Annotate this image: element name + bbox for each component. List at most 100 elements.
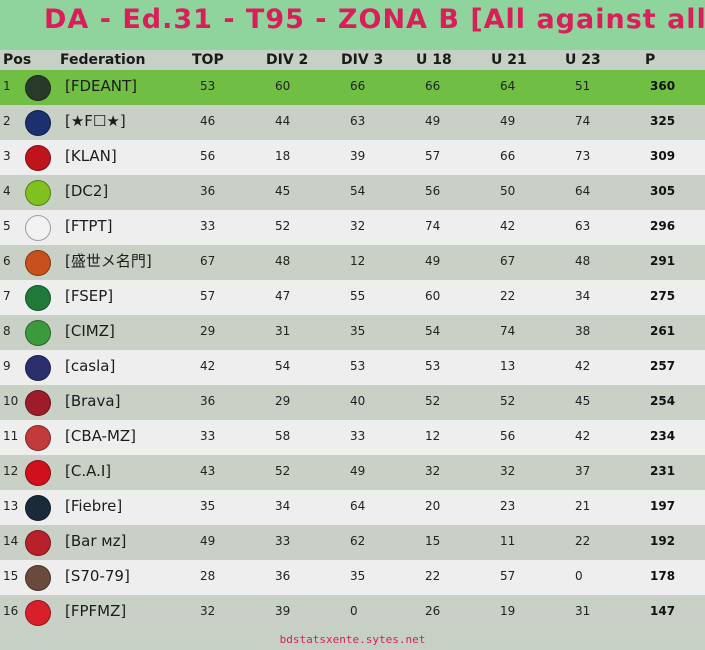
row-federation[interactable]: [DC2] [65,182,109,200]
row-div2: 47 [275,289,291,303]
table-row[interactable]: 12 [C.A.I] 43 52 49 32 32 37 231 [0,455,705,490]
table-row[interactable]: 16 [FPFMZ] 32 39 0 26 19 31 147 [0,595,705,630]
row-points: 254 [650,394,676,408]
row-federation[interactable]: [S70-79] [65,567,130,585]
row-div3: 39 [350,149,366,163]
row-div3: 0 [350,604,358,618]
row-div2: 36 [275,569,291,583]
row-u23: 45 [575,394,591,408]
row-u21: 22 [500,289,516,303]
federation-logo-icon [25,250,51,276]
row-federation[interactable]: [FTPT] [65,217,113,235]
row-div3: 35 [350,324,366,338]
table-row[interactable]: 10 [Brava] 36 29 40 52 52 45 254 [0,385,705,420]
row-federation[interactable]: [Brava] [65,392,121,410]
row-u21: 11 [500,534,516,548]
row-top: 33 [200,219,216,233]
row-u23: 63 [575,219,591,233]
table-row[interactable]: 11 [CBA-MZ] 33 58 33 12 56 42 234 [0,420,705,455]
row-u23: 38 [575,324,591,338]
federation-logo-icon [25,390,51,416]
federation-logo-icon [25,530,51,556]
table-row[interactable]: 5 [FTPT] 33 52 32 74 42 63 296 [0,210,705,245]
header-u21: U 21 [491,52,527,68]
row-federation[interactable]: [★Ϝ☐★] [65,112,126,130]
row-div2: 48 [275,254,291,268]
row-federation[interactable]: [FDEANT] [65,77,138,95]
row-federation[interactable]: [盛世メ名門] [65,252,152,270]
row-points: 309 [650,149,676,163]
row-federation[interactable]: [casla] [65,357,116,375]
row-u23: 42 [575,429,591,443]
row-u21: 66 [500,149,516,163]
title-bar: DA - Ed.31 - T95 - ZONA B [All against a… [0,0,705,50]
row-top: 42 [200,359,216,373]
row-u18: 12 [425,429,441,443]
row-points: 291 [650,254,676,268]
row-div2: 39 [275,604,291,618]
table-row[interactable]: 6 [盛世メ名門] 67 48 12 49 67 48 291 [0,245,705,280]
row-div3: 32 [350,219,366,233]
row-u18: 49 [425,254,441,268]
table-row[interactable]: 4 [DC2] 36 45 54 56 50 64 305 [0,175,705,210]
row-points: 325 [650,114,676,128]
row-federation[interactable]: [FPFMZ] [65,602,127,620]
row-federation[interactable]: [Fiebre] [65,497,123,515]
federation-logo-icon [25,565,51,591]
row-div2: 18 [275,149,291,163]
row-federation[interactable]: [C.A.I] [65,462,112,480]
federation-logo-icon [25,145,51,171]
table-row[interactable]: 13 [Fiebre] 35 34 64 20 23 21 197 [0,490,705,525]
row-federation[interactable]: [CBA-MZ] [65,427,137,445]
row-top: 49 [200,534,216,548]
table-row[interactable]: 14 [Bar ᴍᴢ] 49 33 62 15 11 22 192 [0,525,705,560]
federation-logo-icon [25,285,51,311]
row-pos: 16 [3,604,19,618]
row-pos: 13 [3,499,19,513]
row-u18: 54 [425,324,441,338]
row-u21: 19 [500,604,516,618]
table-row[interactable]: 3 [KLAN] 56 18 39 57 66 73 309 [0,140,705,175]
row-u23: 51 [575,79,591,93]
row-u21: 23 [500,499,516,513]
standings-table: 1 [FDEANT] 53 60 66 66 64 51 360 2 [★Ϝ☐★] 46 44 63 49 4… [0,70,705,630]
row-u21: 13 [500,359,516,373]
row-federation[interactable]: [CIMZ] [65,322,115,340]
row-div3: 40 [350,394,366,408]
row-points: 197 [650,499,676,513]
row-pos: 8 [3,324,11,338]
table-row[interactable]: 7 [FSEP] 57 47 55 60 22 34 275 [0,280,705,315]
row-div2: 44 [275,114,291,128]
row-div2: 45 [275,184,291,198]
row-federation[interactable]: [KLAN] [65,147,117,165]
table-header: Pos Federation TOP DIV 2 DIV 3 U 18 U 21… [0,50,705,70]
row-div2: 33 [275,534,291,548]
row-div2: 52 [275,219,291,233]
row-u18: 56 [425,184,441,198]
row-u23: 31 [575,604,591,618]
table-row[interactable]: 9 [casla] 42 54 53 53 13 42 257 [0,350,705,385]
table-row[interactable]: 8 [CIMZ] 29 31 35 54 74 38 261 [0,315,705,350]
row-u21: 32 [500,464,516,478]
row-u23: 73 [575,149,591,163]
federation-logo-icon [25,495,51,521]
table-row[interactable]: 15 [S70-79] 28 36 35 22 57 0 178 [0,560,705,595]
row-u21: 50 [500,184,516,198]
row-points: 231 [650,464,676,478]
row-u18: 74 [425,219,441,233]
row-pos: 7 [3,289,11,303]
row-federation[interactable]: [FSEP] [65,287,114,305]
row-pos: 11 [3,429,19,443]
header-u23: U 23 [565,52,601,68]
row-top: 36 [200,394,216,408]
row-u23: 74 [575,114,591,128]
table-row[interactable]: 1 [FDEANT] 53 60 66 66 64 51 360 [0,70,705,105]
row-u21: 67 [500,254,516,268]
row-div2: 54 [275,359,291,373]
row-pos: 9 [3,359,11,373]
row-top: 46 [200,114,216,128]
table-row[interactable]: 2 [★Ϝ☐★] 46 44 63 49 49 74 325 [0,105,705,140]
footer-site[interactable]: bdstatsxente.sytes.net [279,633,426,646]
row-u21: 74 [500,324,516,338]
row-federation[interactable]: [Bar ᴍᴢ] [65,532,127,550]
